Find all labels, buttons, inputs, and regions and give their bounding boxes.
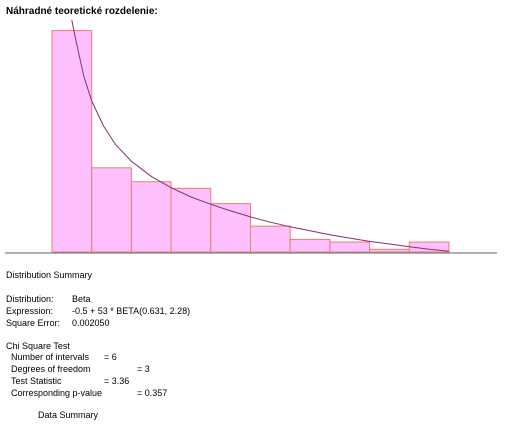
data-summary-heading: Data Summary	[38, 410, 99, 420]
expression-value: -0.5 + 53 * BETA(0.631, 2.28)	[72, 306, 191, 316]
test-statistic-label: Test Statistic	[11, 376, 62, 386]
histogram-bar-9	[369, 248, 410, 253]
intervals-label: Number of intervals	[11, 352, 90, 362]
distribution-label: Distribution:	[6, 294, 54, 304]
intervals-value: = 6	[104, 352, 117, 362]
distribution-summary-heading: Distribution Summary	[6, 270, 93, 280]
square-error-label: Square Error:	[6, 318, 61, 328]
distribution-value: Beta	[72, 294, 91, 304]
chart-title: Náhradné teoretické rozdelenie:	[6, 6, 158, 17]
histogram-chart	[5, 19, 497, 254]
histogram-bars	[51, 30, 450, 253]
histogram-bar-1	[51, 30, 93, 253]
dof-value: = 3	[137, 364, 150, 374]
square-error-value: 0.002050	[72, 318, 110, 328]
chi-square-heading: Chi Square Test	[6, 341, 70, 351]
histogram-bar-8	[329, 241, 371, 253]
histogram-bar-7	[289, 238, 331, 253]
histogram-bar-3	[130, 181, 172, 253]
dof-label: Degrees of freedom	[11, 364, 91, 374]
p-value-label: Corresponding p-value	[11, 388, 103, 398]
test-statistic-value: = 3.36	[104, 376, 130, 386]
histogram-bar-5	[210, 203, 252, 253]
histogram-bar-6	[250, 225, 291, 253]
histogram-bar-2	[91, 167, 132, 253]
fitted-beta-curve	[71, 19, 450, 252]
p-value-value: = 0.357	[137, 388, 168, 398]
histogram-bar-4	[170, 187, 212, 253]
expression-label: Expression:	[6, 306, 54, 316]
